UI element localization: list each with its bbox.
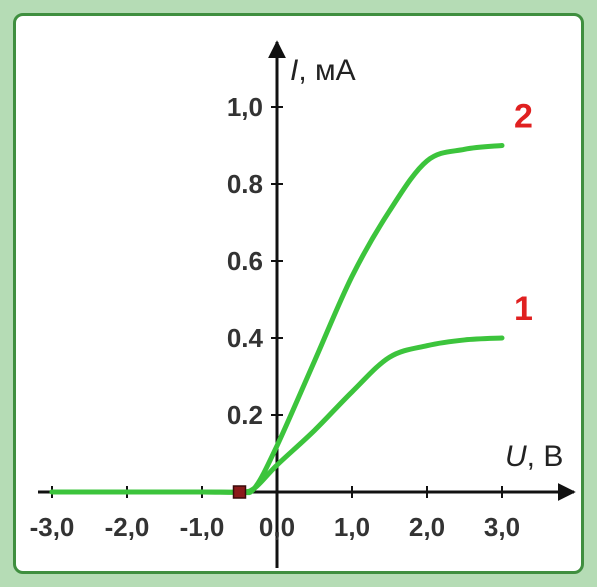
marker-point: [232, 485, 247, 499]
series-layer: [49, 143, 505, 499]
x-axis-unit: , B: [527, 440, 564, 473]
x-tick-label: 1,0: [334, 512, 370, 542]
series-2-line: [49, 143, 505, 496]
labels-layer: -3,0 -2,0 -1,0 0,0 1,0 2,0 3,0 0.2 0.4 0.6 0.8 1,0 I…: [30, 54, 564, 542]
y-axis-label: I, мА: [290, 54, 356, 87]
x-axis-label: U, B: [505, 440, 563, 473]
y-tick-label: 0.8: [227, 169, 263, 199]
y-tick-label: 0.6: [227, 246, 263, 276]
y-axis-symbol: I: [290, 54, 298, 87]
chart-panel: [13, 13, 584, 574]
series-1-label: 1: [514, 290, 533, 328]
x-tick-label: -2,0: [105, 512, 150, 542]
x-tick-label: -1,0: [180, 512, 225, 542]
y-tick-label: 1,0: [227, 92, 263, 122]
y-tick-label: 0.2: [227, 400, 263, 430]
x-tick-label: 0,0: [259, 512, 295, 542]
y-axis-unit: , мА: [298, 54, 355, 87]
x-tick-label: 2,0: [409, 512, 445, 542]
axes: [38, 40, 576, 568]
series-2-label: 2: [514, 98, 533, 136]
x-tick-label: -3,0: [30, 512, 75, 542]
x-axis-symbol: U: [505, 440, 527, 473]
y-tick-label: 0.4: [227, 323, 264, 353]
x-tick-label: 3,0: [484, 512, 520, 542]
